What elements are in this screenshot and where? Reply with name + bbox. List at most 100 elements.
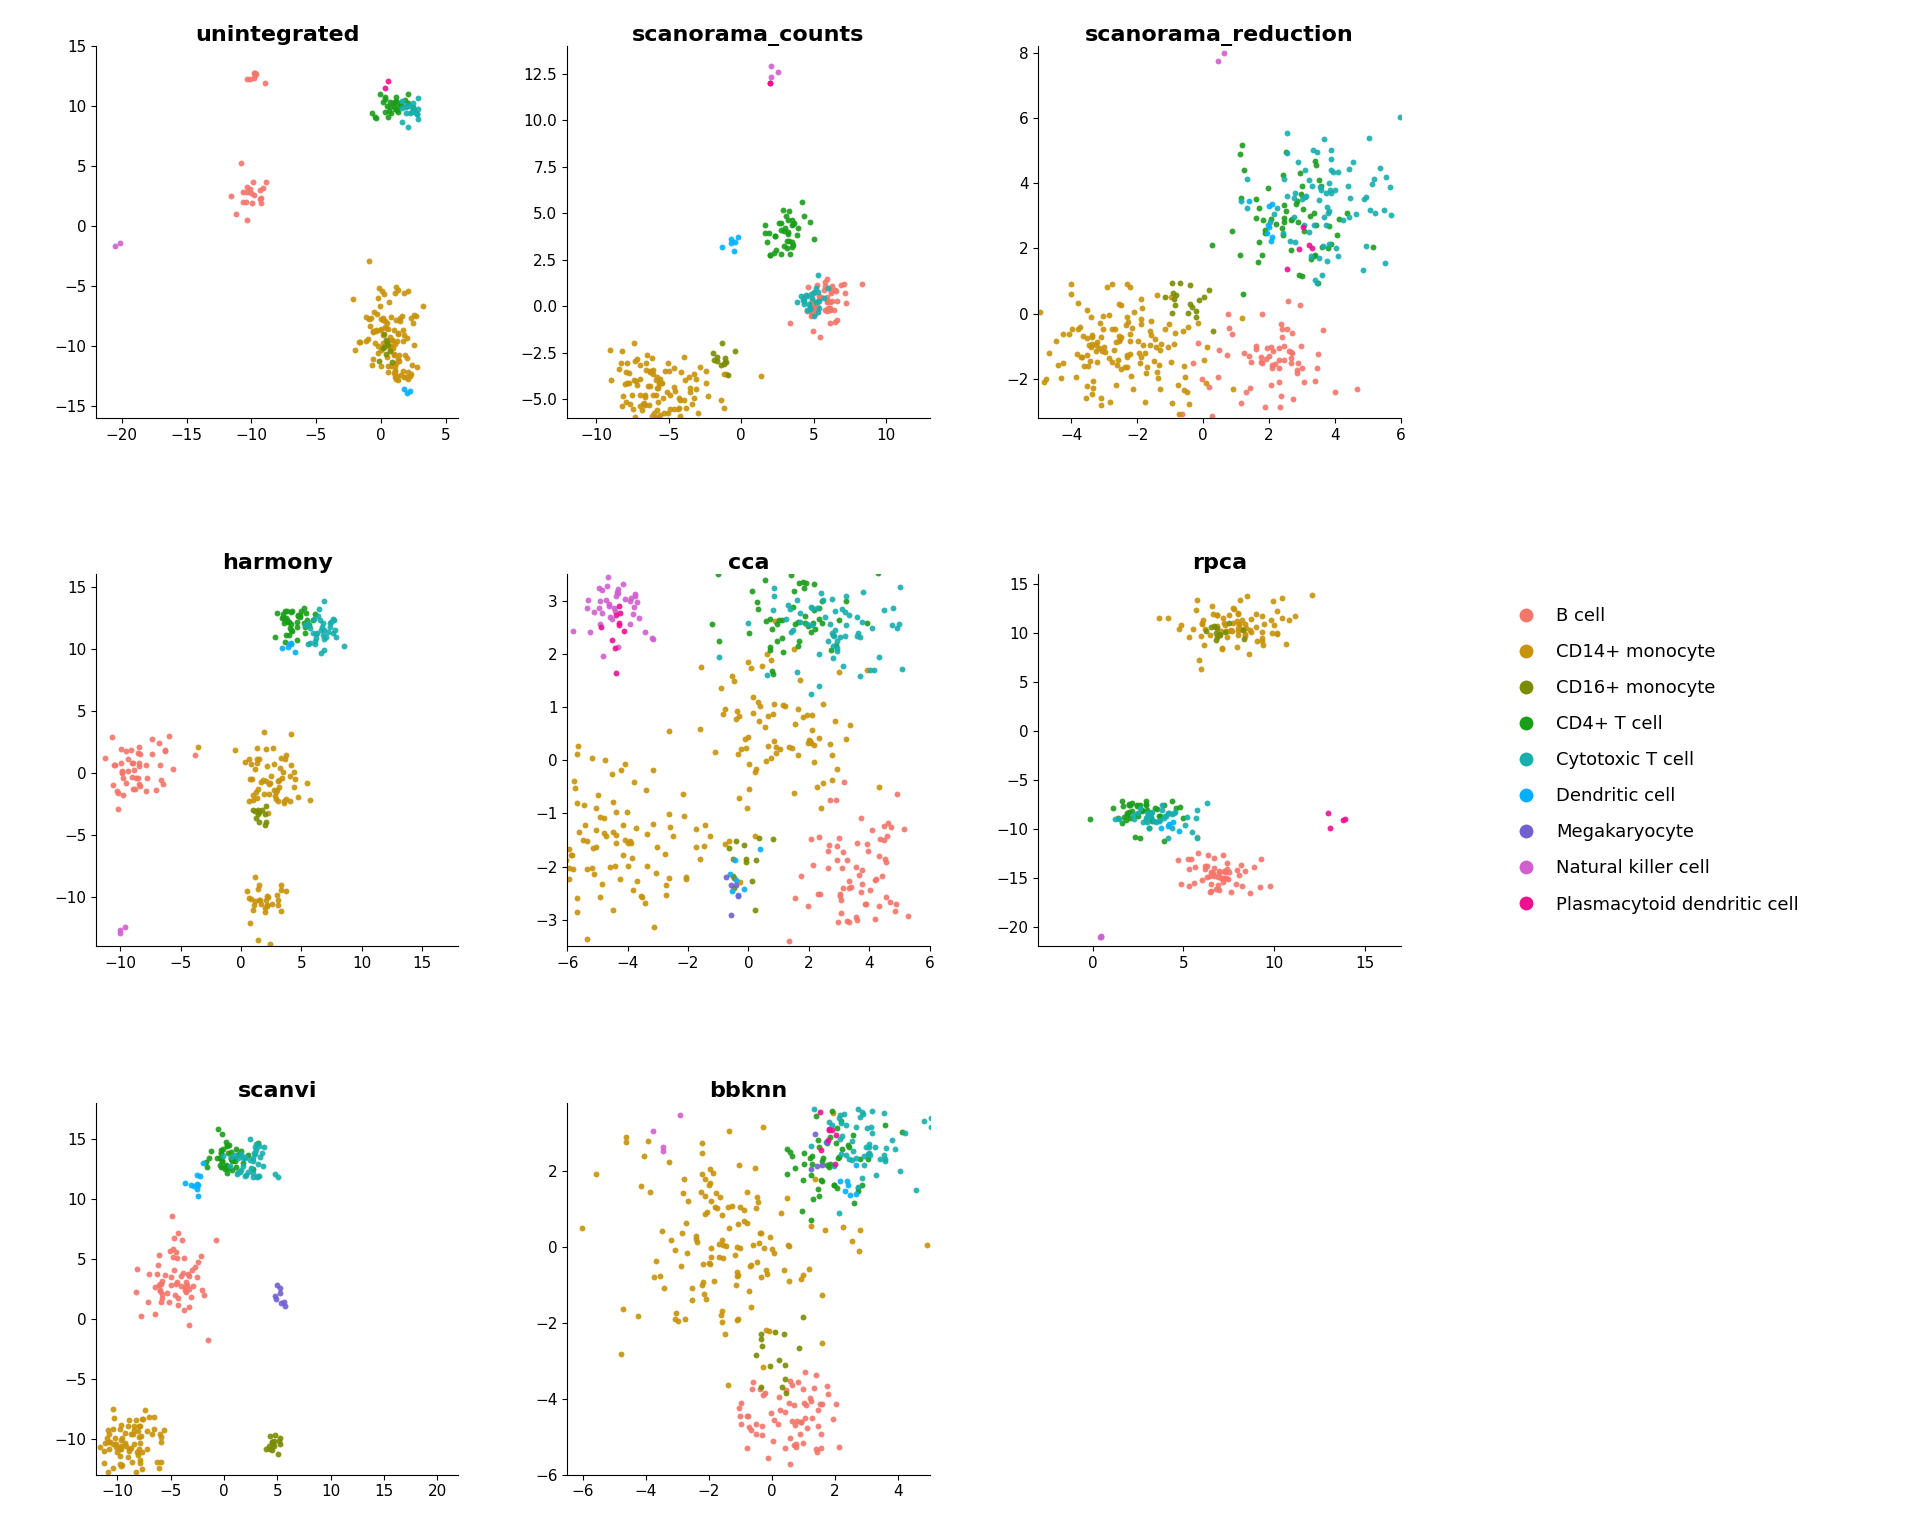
- Point: [211, 1152, 242, 1177]
- Point: [392, 278, 422, 303]
- Point: [123, 1436, 154, 1461]
- Point: [868, 598, 899, 622]
- Point: [225, 1143, 255, 1167]
- Point: [756, 648, 787, 673]
- Point: [232, 886, 263, 911]
- Point: [1221, 634, 1252, 659]
- Point: [628, 1144, 659, 1169]
- Point: [641, 367, 672, 392]
- Point: [772, 223, 803, 247]
- Point: [678, 386, 708, 410]
- Point: [568, 793, 599, 817]
- Point: [536, 825, 566, 849]
- Point: [1119, 300, 1150, 324]
- Point: [1258, 588, 1288, 613]
- Point: [382, 278, 413, 303]
- Point: [770, 1381, 801, 1405]
- Point: [169, 1246, 200, 1270]
- Point: [167, 1261, 198, 1286]
- Point: [169, 1170, 200, 1195]
- Point: [1225, 243, 1256, 267]
- Point: [812, 839, 843, 863]
- Point: [115, 737, 146, 762]
- Point: [670, 1307, 701, 1332]
- Point: [843, 831, 874, 856]
- Point: [889, 1121, 920, 1146]
- Point: [597, 897, 628, 922]
- Point: [1110, 805, 1140, 829]
- Point: [179, 1273, 209, 1298]
- Point: [687, 1130, 718, 1155]
- Point: [228, 190, 259, 215]
- Point: [1125, 312, 1156, 336]
- Point: [154, 1289, 184, 1313]
- Point: [242, 736, 273, 760]
- Point: [1235, 343, 1265, 367]
- Point: [100, 233, 131, 258]
- Point: [1246, 303, 1277, 327]
- Point: [1313, 170, 1344, 195]
- Point: [261, 1287, 292, 1312]
- Point: [1319, 178, 1350, 203]
- Point: [612, 854, 643, 879]
- Point: [1296, 247, 1327, 272]
- Point: [1229, 859, 1260, 883]
- Point: [1175, 846, 1206, 871]
- Point: [1183, 825, 1213, 849]
- Point: [280, 610, 311, 634]
- Point: [812, 1154, 843, 1178]
- Point: [1165, 613, 1196, 637]
- Point: [1198, 860, 1229, 885]
- Point: [778, 736, 808, 760]
- Point: [1225, 189, 1256, 214]
- Point: [1304, 167, 1334, 192]
- Point: [1125, 344, 1156, 369]
- Point: [144, 1421, 175, 1445]
- Point: [1142, 366, 1173, 390]
- Point: [372, 346, 403, 370]
- Point: [668, 344, 699, 369]
- Point: [190, 1149, 221, 1174]
- Point: [182, 1250, 213, 1275]
- Point: [173, 1263, 204, 1287]
- Point: [614, 361, 645, 386]
- Point: [541, 762, 572, 786]
- Point: [232, 180, 263, 204]
- Point: [1263, 395, 1294, 419]
- Point: [831, 588, 862, 613]
- Point: [854, 879, 885, 903]
- Point: [684, 846, 714, 871]
- Point: [799, 1375, 829, 1399]
- Point: [1077, 324, 1108, 349]
- Point: [676, 392, 707, 416]
- Point: [620, 349, 651, 373]
- Point: [584, 885, 614, 909]
- Point: [841, 854, 872, 879]
- Point: [1271, 140, 1302, 164]
- Point: [238, 1149, 269, 1174]
- Point: [259, 783, 290, 808]
- Point: [643, 390, 674, 415]
- Point: [870, 849, 900, 874]
- Point: [545, 877, 576, 902]
- Point: [98, 1416, 129, 1441]
- Point: [309, 617, 340, 642]
- Point: [876, 814, 906, 839]
- Point: [132, 1290, 163, 1315]
- Point: [722, 224, 753, 249]
- Point: [1020, 326, 1050, 350]
- Point: [795, 296, 826, 321]
- Point: [758, 1407, 789, 1432]
- Point: [1146, 797, 1177, 822]
- Point: [1173, 301, 1204, 326]
- Point: [242, 802, 273, 826]
- Point: [722, 1260, 753, 1284]
- Point: [756, 659, 787, 684]
- Point: [209, 1157, 240, 1181]
- Point: [810, 267, 841, 292]
- Point: [1114, 800, 1144, 825]
- Point: [593, 593, 624, 617]
- Point: [774, 734, 804, 759]
- Point: [271, 743, 301, 768]
- Point: [144, 1273, 175, 1298]
